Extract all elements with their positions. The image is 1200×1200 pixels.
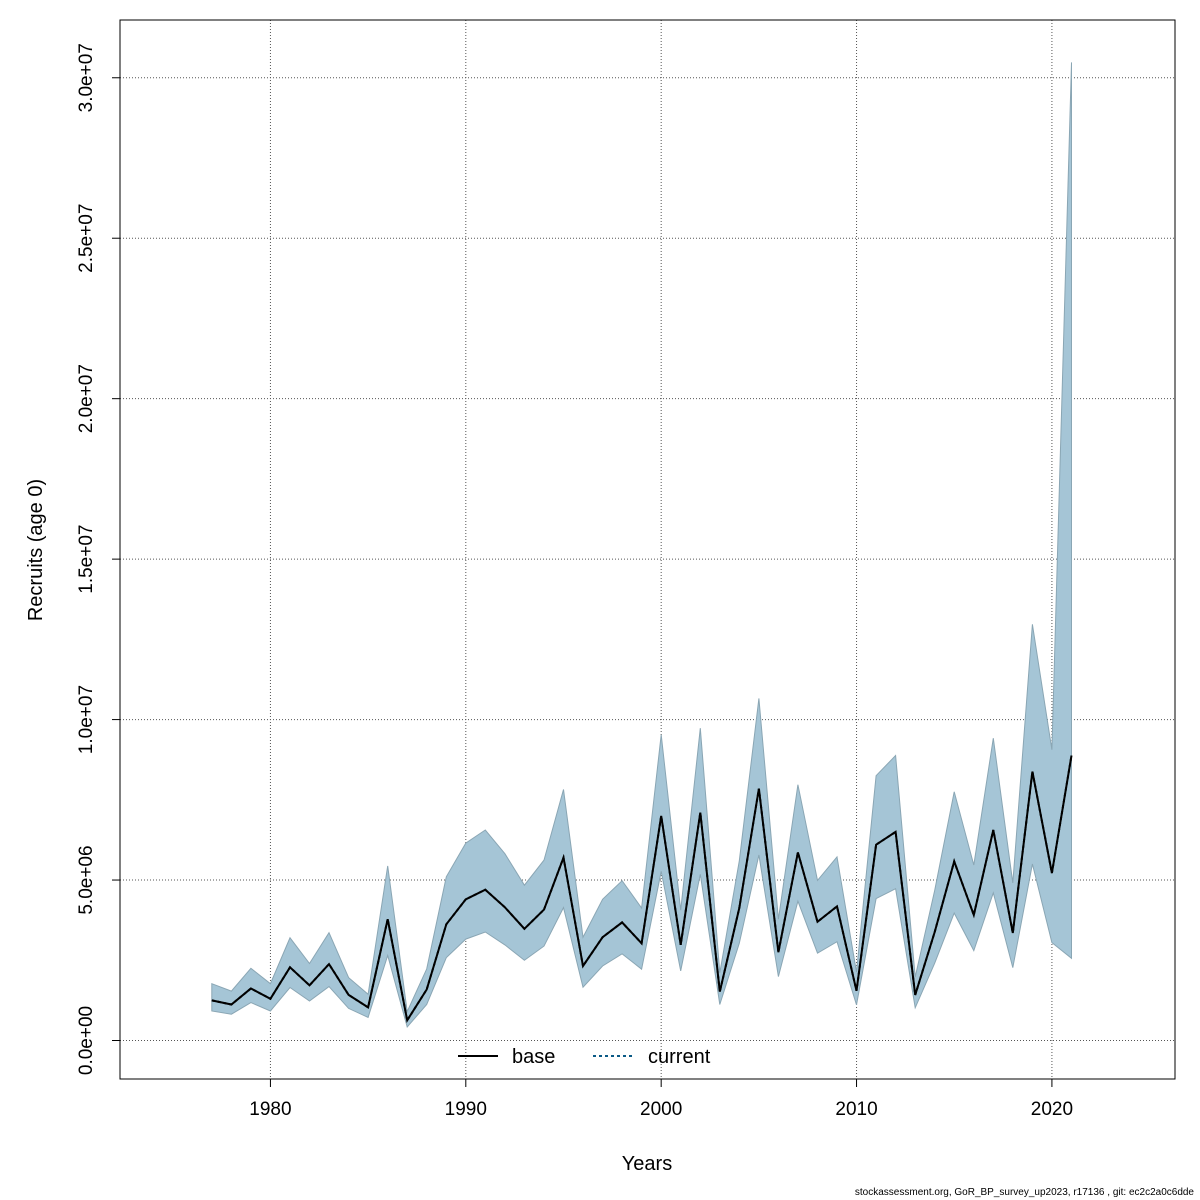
y-axis-title: Recruits (age 0)	[25, 479, 47, 621]
y-tick-label-3: 1.5e+07	[76, 525, 97, 594]
series-line-current	[211, 755, 1073, 1023]
y-tick-label-0: 0.0e+00	[76, 1006, 97, 1075]
y-tick-label-4: 2.0e+07	[76, 364, 97, 433]
plot-frame	[119, 19, 1176, 1080]
confidence-band-layer	[211, 62, 1072, 1029]
confidence-band	[211, 62, 1072, 1029]
x-tick-label-1980: 1980	[249, 1099, 291, 1120]
footnote-text: stockassessment.org, GoR_BP_survey_up202…	[854, 1187, 1194, 1198]
legend: base current	[458, 1046, 711, 1068]
y-tick-label-6: 3.0e+07	[76, 43, 97, 112]
x-tick-label-1990: 1990	[445, 1099, 487, 1120]
series-lines	[211, 755, 1073, 1023]
x-tick-label-2020: 2020	[1031, 1099, 1073, 1120]
y-tick-label-1: 5.0e+06	[76, 845, 97, 914]
x-axis: 1980 1990 2000 2010 2020	[249, 1079, 1073, 1120]
x-tick-label-2010: 2010	[835, 1099, 877, 1120]
y-tick-label-5: 2.5e+07	[76, 204, 97, 273]
legend-base-label: base	[512, 1046, 555, 1068]
y-axis: 0.0e+00 5.0e+06 1.0e+07 1.5e+07 2.0e+07 2.5e+…	[76, 43, 120, 1075]
x-tick-label-2000: 2000	[640, 1099, 682, 1120]
legend-current-label: current	[648, 1046, 711, 1068]
x-axis-title: Years	[622, 1153, 672, 1175]
y-tick-label-2: 1.0e+07	[76, 685, 97, 754]
